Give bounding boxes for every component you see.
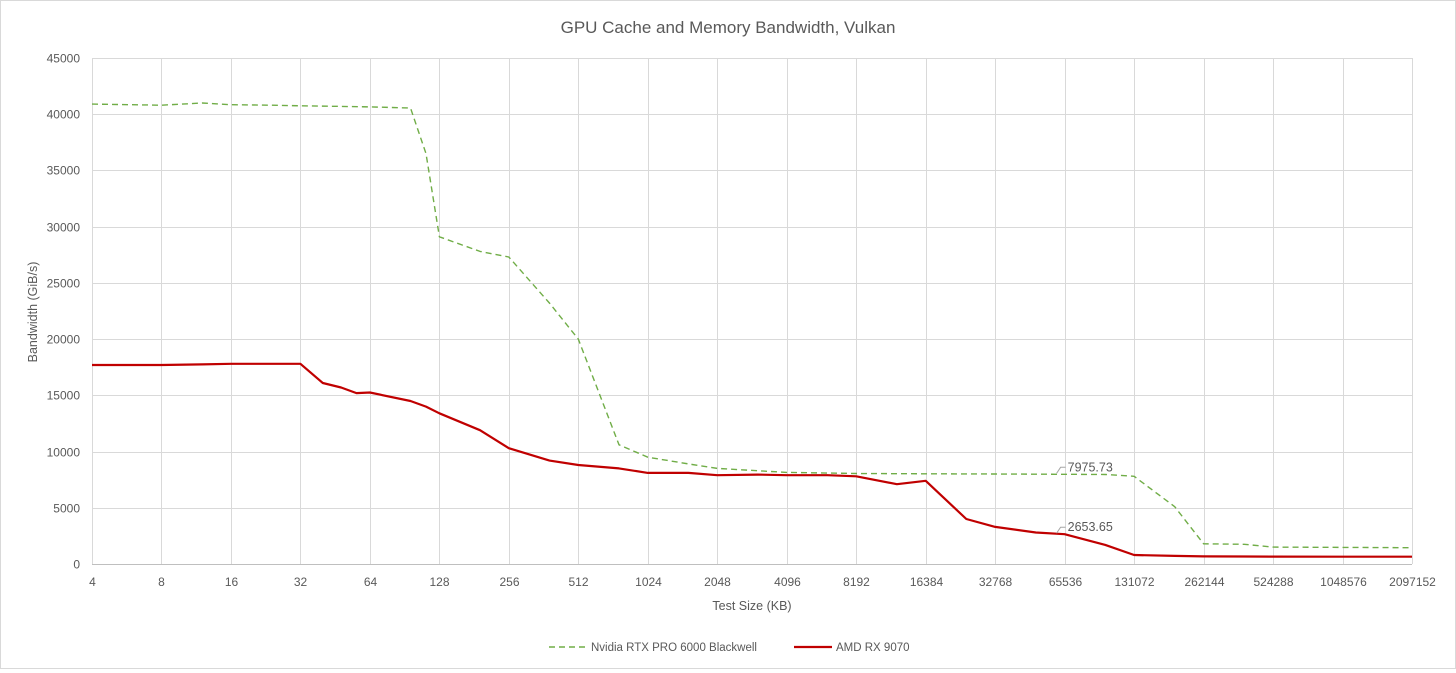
data-label-leader (1056, 466, 1066, 474)
y-tick-label: 35000 (47, 164, 81, 178)
x-tick-label: 131072 (1114, 575, 1154, 589)
gridlines (92, 58, 1413, 564)
data-label: 7975.73 (1068, 460, 1113, 474)
x-tick-label: 64 (364, 575, 378, 589)
y-tick-label: 40000 (47, 108, 81, 122)
x-tick-label: 262144 (1184, 575, 1224, 589)
x-tick-label: 2048 (704, 575, 731, 589)
x-tick-label: 8192 (843, 575, 870, 589)
y-tick-label: 10000 (47, 446, 81, 460)
x-tick-label: 256 (499, 575, 519, 589)
series-line-nvidia (91, 102, 1413, 549)
x-tick-label: 16384 (910, 575, 944, 589)
x-tick-label: 128 (429, 575, 449, 589)
x-tick-label: 8 (158, 575, 165, 589)
x-axis-label: Test Size (KB) (712, 599, 791, 613)
y-tick-label: 15000 (47, 389, 81, 403)
legend: Nvidia RTX PRO 6000 Blackwell AMD RX 9070 (549, 642, 910, 654)
data-label: 2653.65 (1068, 520, 1113, 534)
x-tick-label: 16 (225, 575, 239, 589)
y-axis-label: Bandwidth (GiB/s) (26, 262, 40, 363)
x-tick-label: 1024 (635, 575, 662, 589)
legend-label-amd: AMD RX 9070 (836, 642, 910, 654)
x-tick-label: 2097152 (1389, 575, 1436, 589)
y-tick-label: 30000 (47, 221, 81, 235)
y-tick-label: 0 (73, 558, 80, 572)
axes: 0 5000 10000 15000 20000 25000 30000 35000 40000… (47, 52, 1437, 590)
y-tick-label: 20000 (47, 333, 81, 347)
x-tick-label: 1048576 (1320, 575, 1367, 589)
x-tick-label: 512 (568, 575, 588, 589)
y-tick-label: 45000 (47, 52, 81, 66)
x-tick-label: 4096 (774, 575, 801, 589)
x-tick-label: 32 (294, 575, 308, 589)
data-label-leader (1056, 526, 1066, 534)
x-tick-label: 65536 (1049, 575, 1083, 589)
series-line-amd (92, 362, 1412, 558)
y-tick-label: 5000 (53, 502, 80, 516)
data-labels: 7975.73 2653.65 (1056, 460, 1113, 534)
x-tick-label: 32768 (979, 575, 1013, 589)
chart-title: GPU Cache and Memory Bandwidth, Vulkan (561, 18, 896, 37)
legend-label-nvidia: Nvidia RTX PRO 6000 Blackwell (591, 642, 757, 654)
x-tick-label: 4 (89, 575, 96, 589)
y-tick-label: 25000 (47, 277, 81, 291)
x-tick-label: 524288 (1253, 575, 1293, 589)
series-lines (91, 102, 1413, 558)
